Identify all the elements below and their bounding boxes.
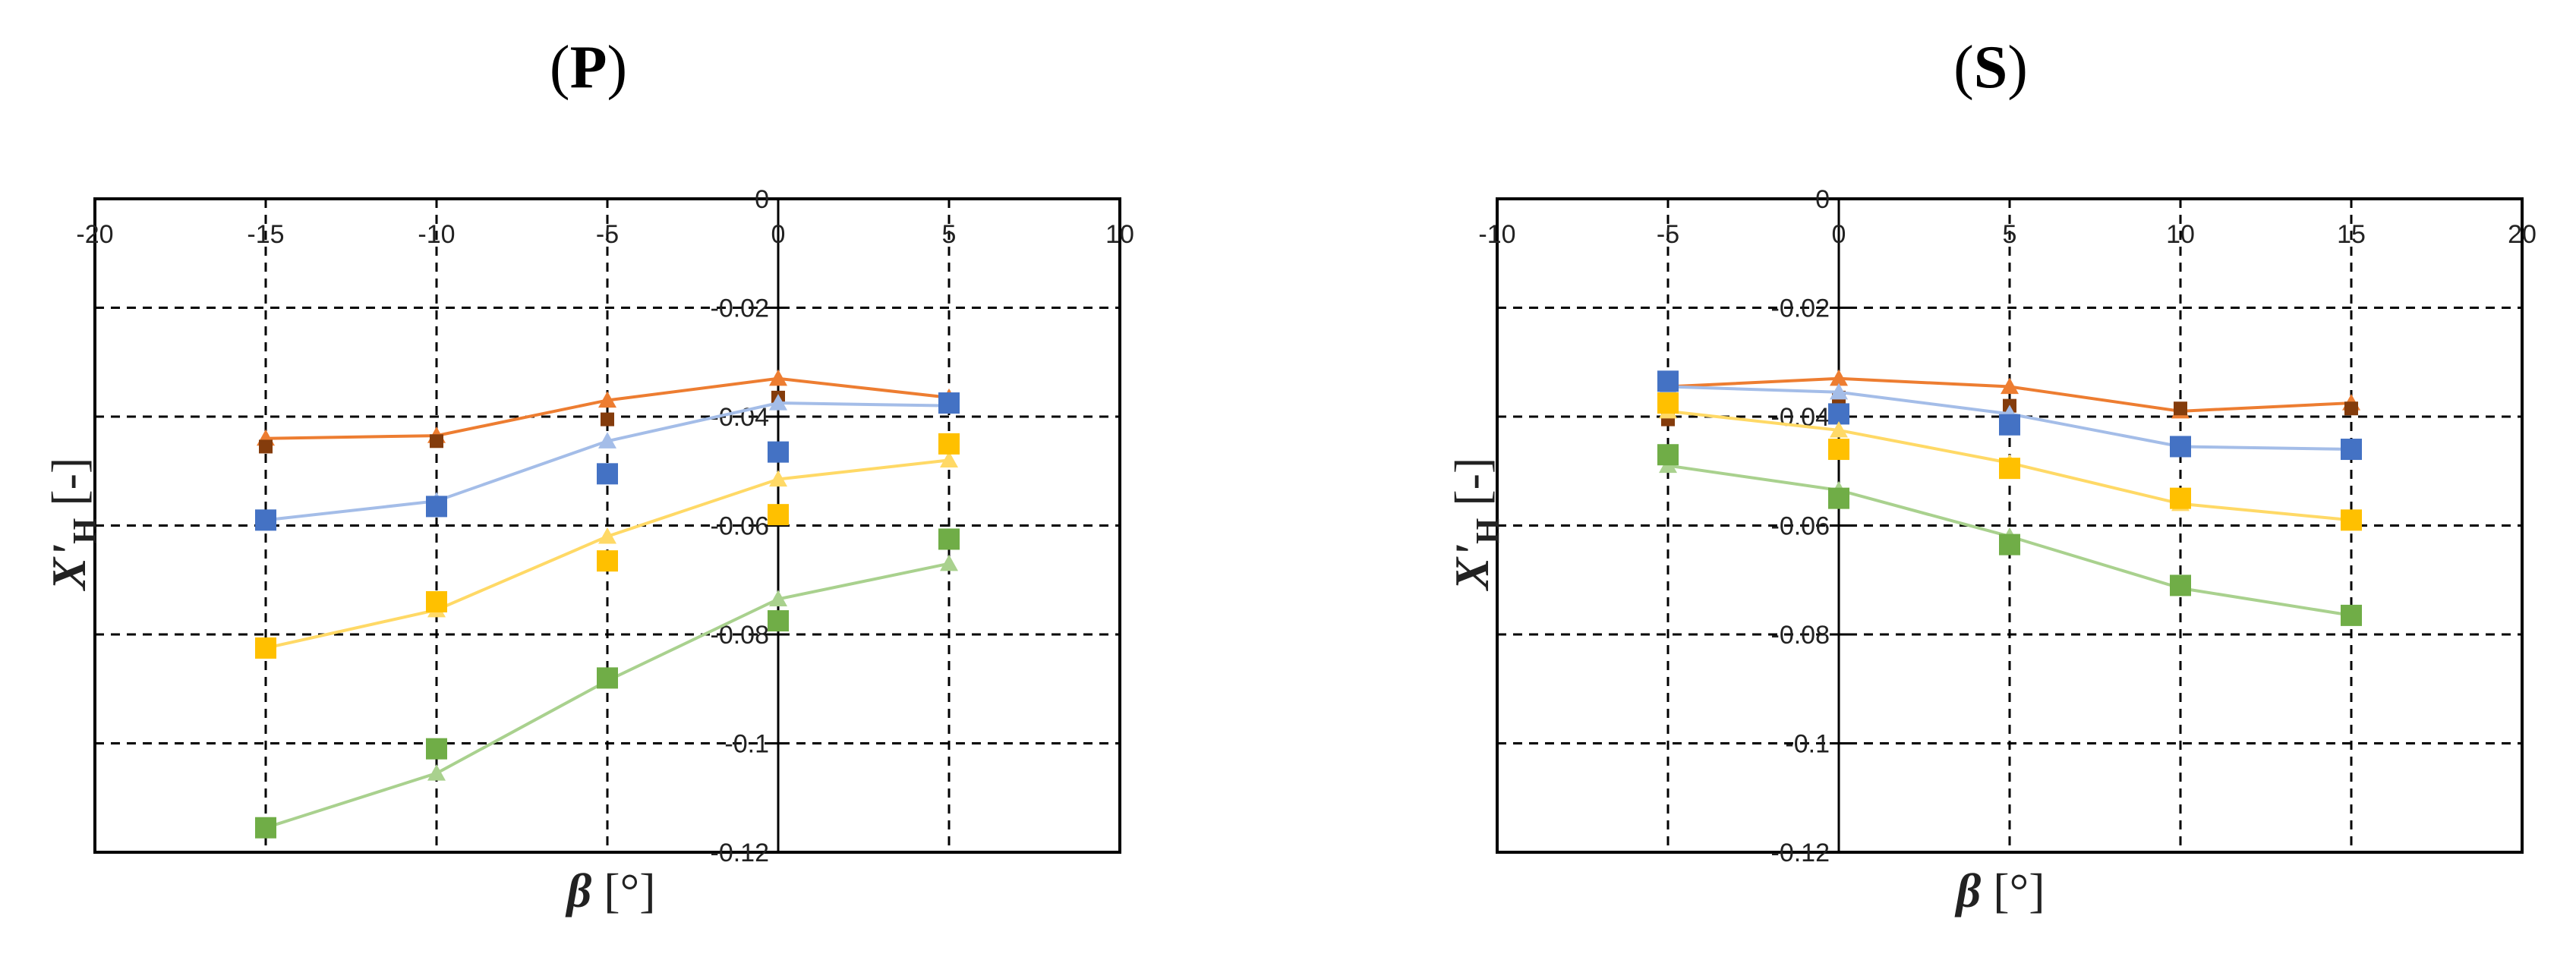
panel-s-yellow-square-point	[1999, 458, 2020, 480]
panel-s-blue-square-point	[2341, 439, 2362, 461]
panel-s-blue-square-point	[1999, 414, 2020, 436]
panel-s-x-tick-label: 10	[2166, 220, 2195, 249]
panel-p-green-square-point	[255, 817, 276, 839]
panel-p-green-triangle-point	[940, 554, 958, 571]
panel-p-x-tick-label: -10	[418, 220, 455, 249]
panel-s-yellow-square-point	[1657, 392, 1679, 414]
panel-s-x-tick-label: 0	[1832, 220, 1846, 249]
panel-s-green-square-point	[2341, 604, 2362, 626]
panel-s-plot-area: -10 -5 0 5 10 15 200-0.02-0.04-0.06-0.08-0.1-0…	[1478, 185, 2536, 867]
panel-p-yellow-triangle-point	[940, 451, 958, 467]
panel-s-y-tick-label: -0.12	[1771, 839, 1830, 867]
panel-s-blue-square-point	[1657, 370, 1679, 392]
panel-s-y-tick-label: -0.06	[1771, 512, 1830, 541]
panel-s-yellow-square-point	[2170, 487, 2191, 509]
panel-p-green-square-point	[768, 610, 789, 632]
panel-p-x-tick-label: -15	[247, 220, 284, 249]
panel-p-blue-square-point	[768, 441, 789, 463]
panel-s-y-tick-label: -0.1	[1785, 730, 1830, 759]
panel-p-y-tick-label: -0.12	[711, 839, 770, 867]
panel-p-yellow-square-point	[768, 504, 789, 526]
panel-p-y-axis-title: X'H [-]	[42, 458, 103, 592]
panel-s-x-tick-label: -5	[1657, 220, 1679, 249]
panel-p-orange-triangle-point	[769, 369, 787, 386]
panel-s-title: (S)	[1953, 34, 2028, 101]
panel-s-green-square-point	[1828, 487, 1849, 509]
panel-p-blue-square-point	[426, 496, 447, 518]
panel-s-y-tick-label: -0.02	[1771, 294, 1830, 323]
panel-p-x-tick-label: 5	[942, 220, 957, 249]
panel-p-yellow-square-point	[426, 590, 447, 612]
panel-p-x-tick-label: 0	[771, 220, 786, 249]
panel-s-brown-square-point	[2174, 401, 2187, 416]
panel-s-x-tick-label: 5	[2003, 220, 2017, 249]
panel-s-blue-triangle-point	[1830, 382, 1848, 400]
panel-p-yellow-square-point	[597, 550, 618, 572]
panel-p-x-tick-label: -5	[596, 220, 619, 249]
panel-s-green-square-point	[1999, 534, 2020, 556]
panel-p-green-triangle-point	[769, 590, 787, 606]
panel-s-x-tick-label: 20	[2508, 220, 2537, 249]
panel-p-brown-square-point	[430, 434, 443, 449]
panel-p-green-square-point	[597, 667, 618, 689]
panel-s-green-square-point	[1657, 444, 1679, 466]
panel-p-blue-triangle-point	[598, 432, 616, 449]
panel-p-yellow-triangle-point	[598, 527, 616, 544]
panel-s-green-square-point	[2170, 574, 2191, 596]
panel-s-yellow-square-point	[1828, 439, 1849, 461]
panel-p-yellow-square-point	[938, 433, 960, 455]
panel-s-y-axis-title: X'H [-]	[1445, 458, 1506, 592]
panel-p: (P) -20 -15 -10 -5 0 5 100-0.02-0.04-0.06-0.08…	[42, 34, 1134, 918]
panel-p-blue-square-point	[255, 509, 276, 531]
panel-s-brown-square-point	[2344, 401, 2358, 416]
panel-p-plot-area: -20 -15 -10 -5 0 5 100-0.02-0.04-0.06-0.08-0.1…	[76, 185, 1134, 867]
panel-p-y-tick-label: -0.06	[711, 512, 770, 541]
panel-p-green-triangle-point	[427, 763, 446, 781]
panel-p-y-tick-label: -0.08	[711, 621, 770, 650]
panel-p-yellow-square-point	[255, 637, 276, 659]
panel-p-blue-square-point	[938, 392, 960, 414]
panel-s-x-tick-label: -10	[1478, 220, 1515, 249]
panel-s-x-axis-title: β [°]	[1955, 864, 2045, 918]
panel-p-orange-triangle-point	[598, 391, 616, 408]
panel-s-yellow-triangle-point	[1830, 420, 1848, 438]
panel-p-y-tick-label: -0.1	[724, 730, 769, 759]
panel-p-green-square-point	[938, 528, 960, 550]
panel-p-x-tick-label: -20	[76, 220, 113, 249]
panel-p-brown-square-point	[259, 439, 273, 454]
panel-p-y-tick-label: 0	[755, 185, 769, 214]
panel-p-y-tick-label: -0.02	[711, 294, 770, 323]
panel-p-title: (P)	[550, 34, 627, 101]
panel-p-yellow-triangle-point	[769, 470, 787, 487]
panel-s-orange-triangle-point	[2001, 377, 2019, 395]
panel-s: (S) -10 -5 0 5 10 15 200-0.02-0.04-0.06-0.08-0…	[1445, 34, 2537, 918]
panel-s-y-tick-label: -0.08	[1771, 621, 1830, 650]
panel-s-blue-square-point	[1828, 403, 1849, 425]
panel-p-green-square-point	[426, 738, 447, 760]
panel-s-orange-triangle-point	[1830, 369, 1848, 386]
panel-p-blue-square-point	[597, 463, 618, 485]
panel-p-x-tick-label: 10	[1105, 220, 1134, 249]
panel-p-brown-square-point	[601, 412, 614, 426]
panel-p-x-axis-title: β [°]	[566, 864, 656, 918]
panel-p-blue-triangle-point	[769, 394, 787, 411]
panel-s-blue-square-point	[2170, 436, 2191, 458]
panel-s-x-tick-label: 15	[2337, 220, 2366, 249]
panel-s-yellow-square-point	[2341, 509, 2362, 531]
panel-s-y-tick-label: 0	[1815, 185, 1830, 214]
